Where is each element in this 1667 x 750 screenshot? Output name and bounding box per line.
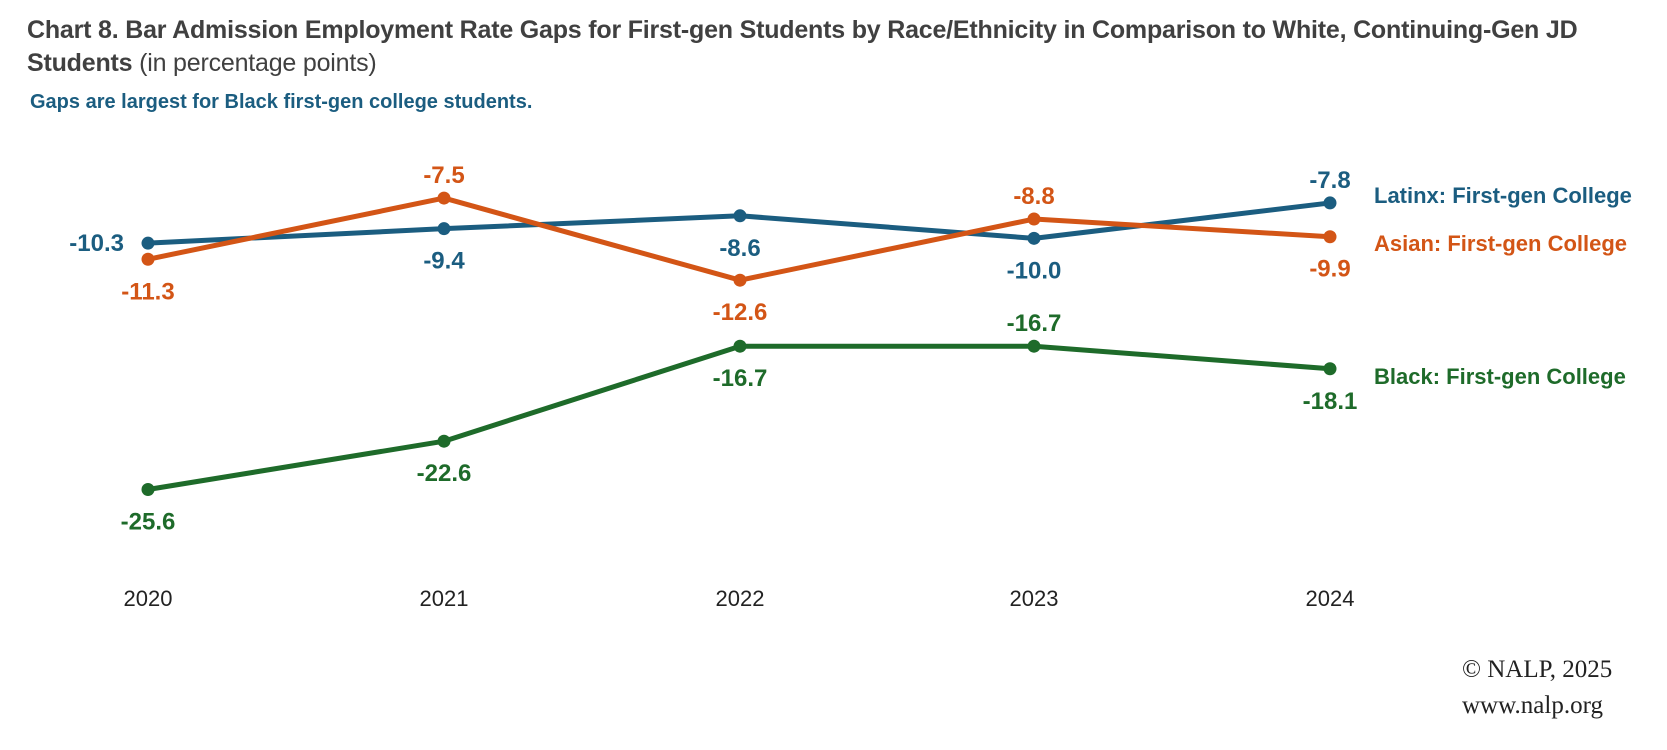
x-tick-label-2021: 2021 [420,586,469,611]
x-tick-label-2023: 2023 [1010,586,1059,611]
data-label-black-2021: -22.6 [417,460,472,487]
data-label-latinx-2023: -10.0 [1007,257,1062,284]
data-point-latinx-2022 [733,209,747,223]
data-label-black-2020: -25.6 [121,509,176,536]
data-point-latinx-2020 [141,236,155,250]
data-point-asian-2024 [1323,230,1337,244]
legend-entry-asian: Asian: First-gen College [1374,231,1627,256]
data-label-asian-2020: -11.3 [121,278,174,305]
data-point-black-2020 [141,483,155,496]
data-point-black-2024 [1323,362,1337,376]
chart-subtitle: Gaps are largest for Black first-gen col… [30,91,533,113]
data-label-black-2024: -18.1 [1303,388,1358,415]
chart-title-main: Chart 8. Bar Admission Employment Rate G… [27,16,1578,77]
data-point-asian-2021 [437,191,451,205]
x-tick-label-2022: 2022 [716,586,765,611]
data-label-asian-2021: -7.5 [423,162,464,189]
copyright-text: © NALP, 2025 [1462,656,1613,683]
data-label-latinx-2021: -9.4 [423,248,465,275]
data-label-latinx-2024: -7.8 [1309,167,1350,194]
data-label-latinx-2022: -8.6 [719,235,760,262]
chart-title-unit: (in percentage points) [139,49,377,77]
data-point-black-2023 [1027,339,1041,353]
data-label-latinx-2020: -10.3 [69,230,124,257]
x-tick-label-2020: 2020 [124,586,173,611]
data-label-asian-2023: -8.8 [1013,183,1054,210]
x-tick-label-2024: 2024 [1306,586,1355,611]
legend-entry-black: Black: First-gen College [1374,364,1626,389]
data-label-black-2022: -16.7 [713,365,768,392]
credit: © NALP, 2025 www.nalp.org [1462,652,1612,724]
legend-entry-latinx: Latinx: First-gen College [1374,183,1632,208]
chart-title: Chart 8. Bar Admission Employment Rate G… [27,14,1587,80]
data-point-asian-2023 [1027,212,1041,226]
website-text: www.nalp.org [1462,692,1603,719]
data-label-asian-2024: -9.9 [1309,256,1350,283]
data-point-latinx-2024 [1323,196,1337,210]
data-point-latinx-2023 [1027,231,1041,245]
data-label-black-2023: -16.7 [1007,310,1062,337]
data-point-asian-2020 [141,252,155,266]
data-point-latinx-2021 [437,222,451,236]
data-point-asian-2022 [733,273,747,287]
data-point-black-2022 [733,339,747,353]
data-label-asian-2022: -12.6 [713,299,768,326]
data-point-black-2021 [437,434,451,448]
